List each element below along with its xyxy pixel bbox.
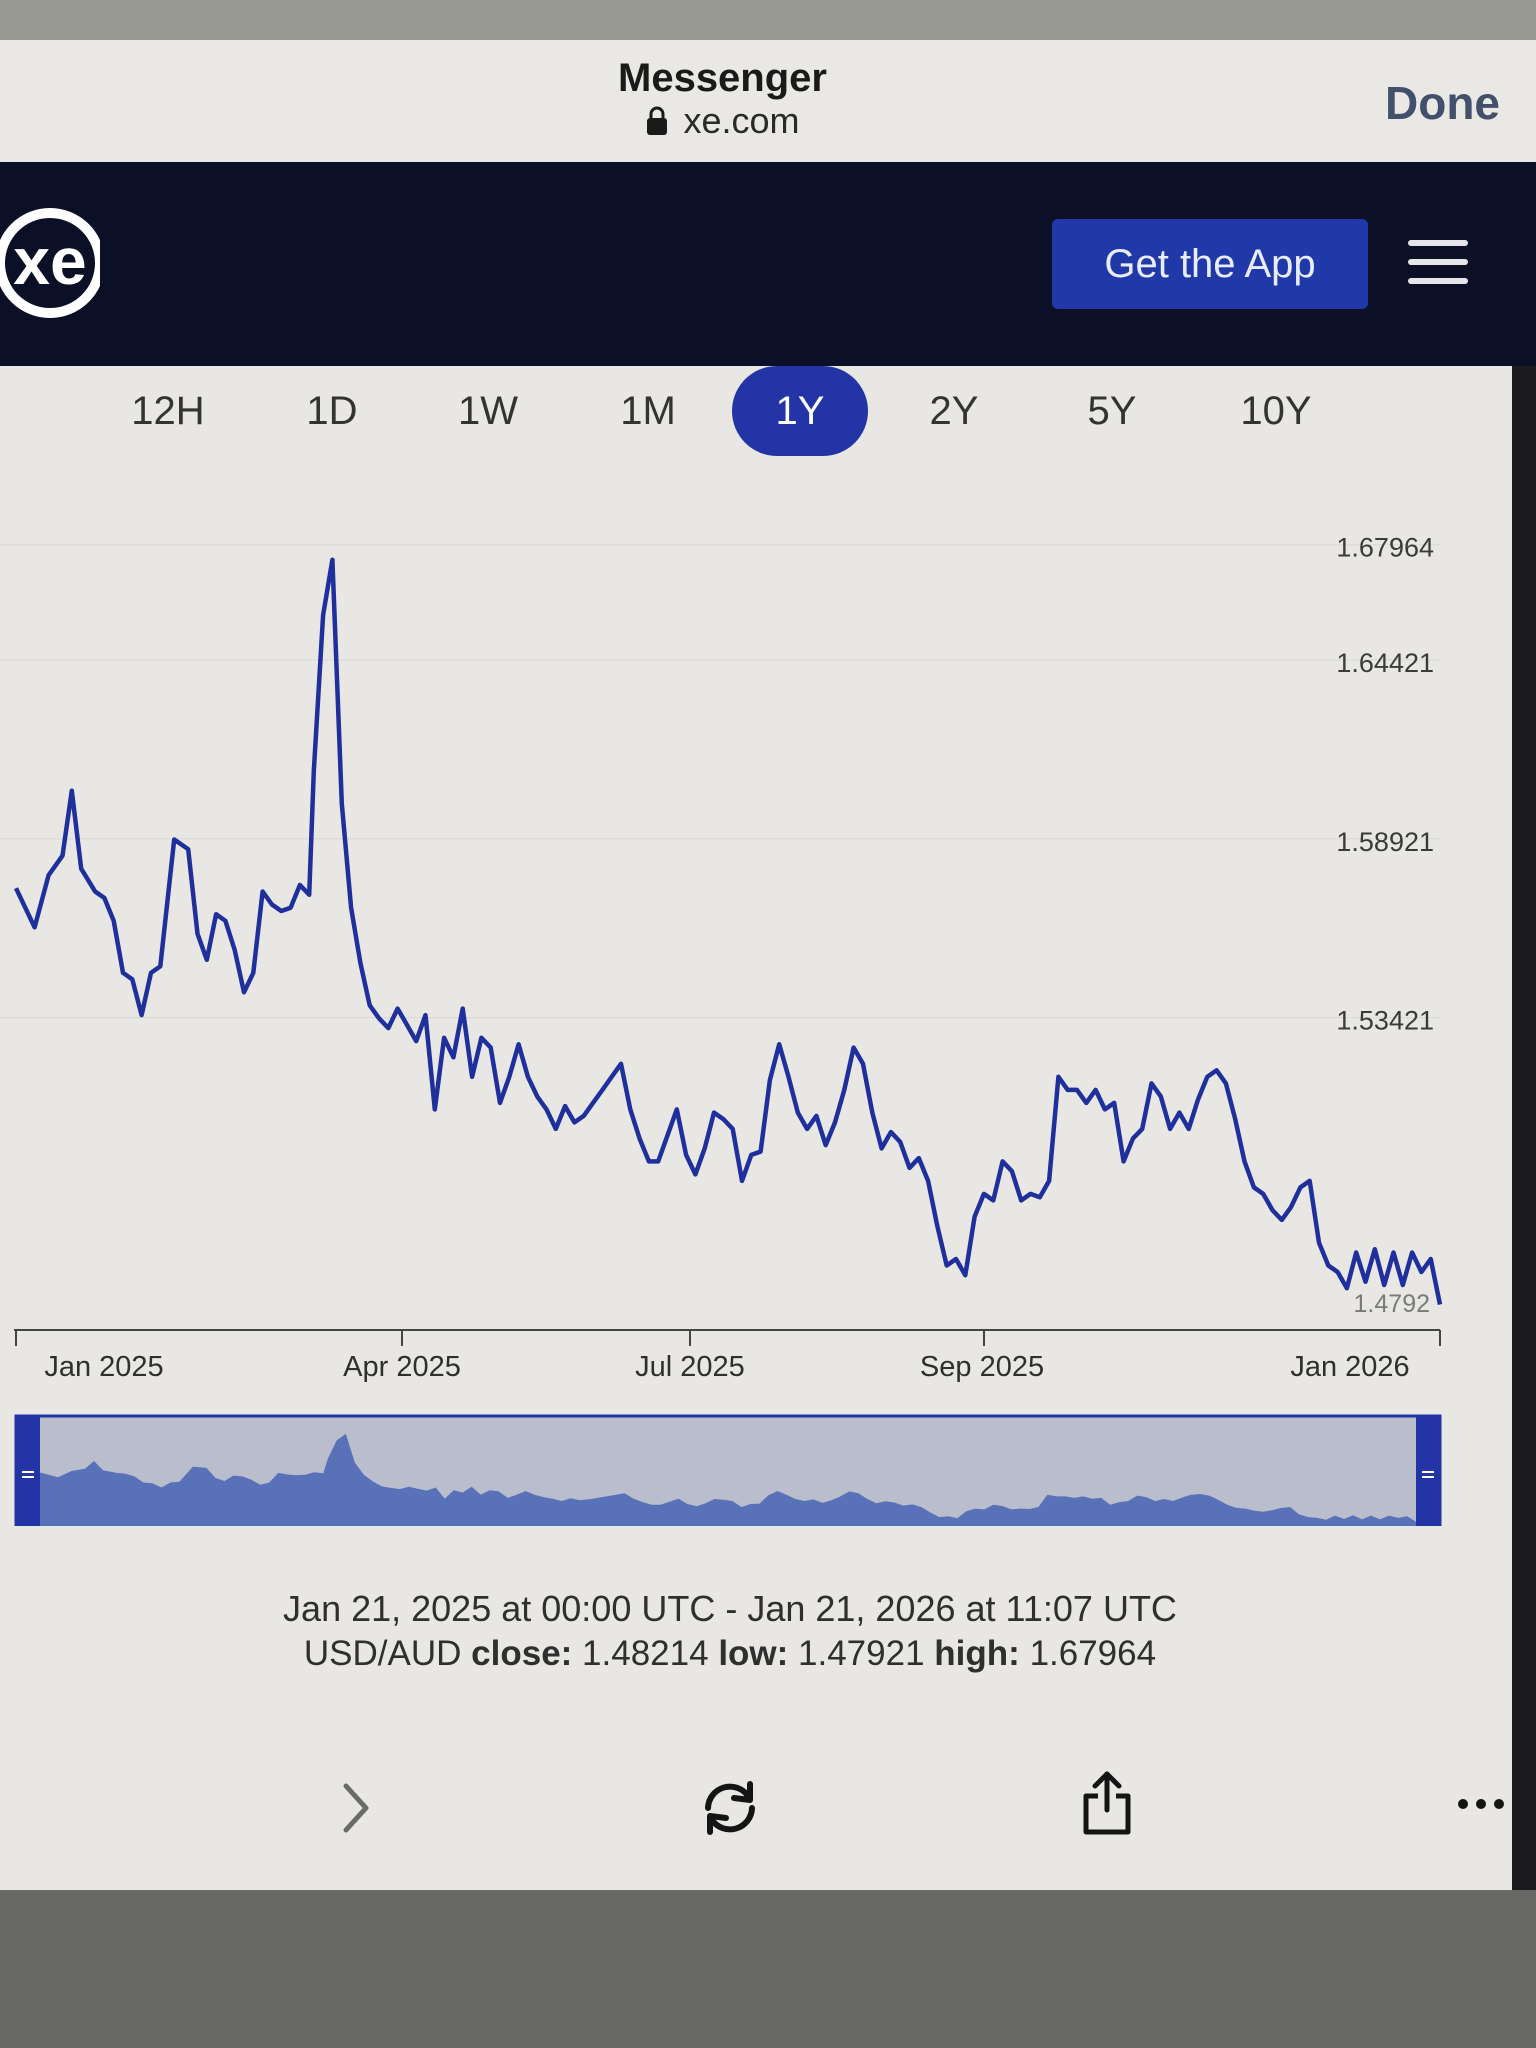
device-bottom-edge [0,1890,1536,2048]
logo-text: xe [13,224,86,298]
tab-1d[interactable]: 1D [306,389,358,433]
rate-stats: USD/AUD close: 1.48214 low: 1.47921 high… [0,1634,1460,1674]
browser-url[interactable]: xe.com [0,100,1445,142]
y-tick-label: 1.67964 [1336,533,1434,563]
low-marker-label: 1.4792 [1354,1290,1430,1318]
hamburger-menu-icon[interactable] [1408,240,1468,286]
close-value: 1.48214 [582,1634,709,1673]
low-label: low: [718,1634,789,1673]
tab-5y[interactable]: 5Y [1087,389,1137,433]
tab-10y[interactable]: 10Y [1240,389,1312,433]
x-tick-label: Apr 2025 [343,1351,461,1383]
browser-header: Messenger xe.com Done [0,40,1536,163]
pair-label: USD/AUD [303,1634,462,1673]
x-tick-label: Sep 2025 [920,1351,1044,1383]
tab-12h[interactable]: 12H [131,389,205,433]
done-button[interactable]: Done [1385,77,1500,129]
high-value: 1.67964 [1029,1634,1157,1673]
x-tick-label: Jul 2025 [635,1351,745,1383]
share-icon[interactable] [1080,1770,1134,1836]
close-label: close: [471,1634,573,1673]
x-tick-label: Jan 2026 [1290,1351,1409,1383]
series-line [13,557,1443,1305]
rate-chart[interactable]: 1.67964 1.64421 1.58921 1.53421 1.4792 Jan 20… [0,366,1512,1526]
reload-icon[interactable] [698,1778,762,1838]
high-label: high: [934,1634,1020,1673]
tab-1m[interactable]: 1M [620,389,676,433]
x-tick-label: Jan 2025 [44,1351,163,1383]
tab-2y[interactable]: 2Y [929,389,979,433]
low-value: 1.47921 [798,1634,925,1673]
get-the-app-button[interactable]: Get the App [1052,219,1368,309]
tab-1w[interactable]: 1W [458,389,518,433]
chevron-right-icon[interactable] [336,1780,376,1836]
y-tick-label: 1.53421 [1336,1006,1434,1036]
y-tick-label: 1.58921 [1336,827,1434,857]
device-right-edge [1512,366,1536,1890]
site-nav: xe Get the App [0,162,1536,366]
chart-page: 12H 1D 1W 1M 1Y 2Y 5Y 10Y 1.67964 1.64421 1.58921… [0,366,1512,1890]
tab-1y[interactable]: 1Y [732,366,868,456]
xe-logo[interactable]: xe [0,204,100,322]
more-icon[interactable] [1456,1794,1506,1814]
url-text: xe.com [683,100,800,141]
browser-title: Messenger [618,56,827,100]
date-range-text: Jan 21, 2025 at 00:00 UTC - Jan 21, 2026… [283,1588,1177,1629]
y-tick-label: 1.64421 [1336,648,1434,678]
lock-icon [647,106,668,135]
device-top-edge [0,0,1536,40]
navigator-area [40,1433,1416,1526]
